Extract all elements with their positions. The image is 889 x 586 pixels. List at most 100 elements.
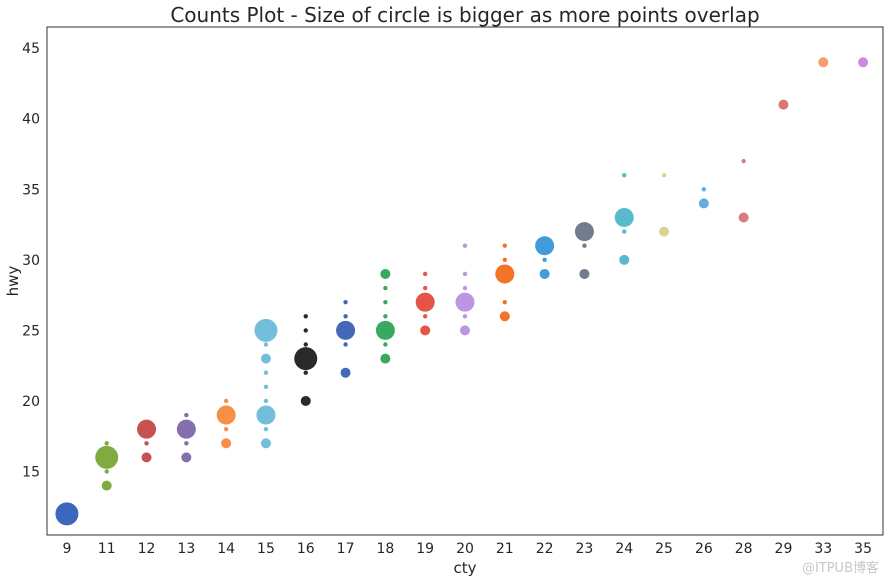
y-axis-ticks: 15 20 25 30 35 40 45: [22, 41, 40, 480]
data-point: [375, 320, 395, 340]
y-tick-label: 15: [22, 465, 40, 481]
data-point: [741, 158, 746, 164]
data-point: [300, 395, 311, 406]
data-point: [343, 342, 348, 347]
watermark: @ITPUB博客: [801, 561, 879, 576]
data-point: [495, 264, 515, 284]
x-tick-label: 26: [695, 541, 713, 557]
data-point: [614, 208, 634, 227]
data-point: [502, 299, 508, 305]
data-point: [460, 325, 470, 336]
data-point: [455, 292, 475, 312]
points-layer: [55, 57, 869, 526]
data-point: [184, 412, 189, 418]
x-tick-label: 17: [337, 541, 355, 557]
data-point: [579, 268, 590, 279]
data-point: [738, 212, 749, 223]
data-point: [55, 502, 79, 526]
data-point: [303, 370, 308, 375]
data-point: [263, 342, 269, 347]
x-tick-label: 35: [854, 541, 872, 557]
y-tick-label: 45: [22, 41, 40, 57]
data-point: [223, 398, 229, 404]
data-point: [263, 384, 269, 390]
y-tick-label: 25: [22, 323, 40, 339]
data-point: [698, 198, 709, 209]
x-tick-label: 28: [735, 541, 753, 557]
x-tick-label: 12: [138, 541, 156, 557]
data-point: [221, 438, 232, 449]
data-point: [254, 318, 278, 342]
data-point: [216, 405, 236, 425]
data-point: [415, 292, 435, 312]
data-point: [343, 314, 348, 319]
plot-frame: [46, 26, 884, 536]
data-point: [502, 243, 508, 248]
data-point: [619, 254, 630, 265]
data-point: [422, 271, 428, 277]
x-tick-label: 15: [257, 541, 275, 557]
data-point: [260, 438, 271, 449]
data-point: [303, 342, 308, 347]
y-axis-label: hwy: [4, 266, 22, 297]
data-point: [858, 57, 869, 68]
data-point: [95, 445, 119, 469]
x-tick-label: 16: [297, 541, 315, 557]
data-point: [622, 229, 627, 234]
x-tick-label: 11: [98, 541, 116, 557]
data-point: [380, 353, 391, 364]
data-point: [101, 480, 112, 491]
x-tick-label: 25: [655, 541, 673, 557]
data-point: [176, 419, 196, 439]
x-tick-label: 14: [217, 541, 235, 557]
x-tick-label: 13: [177, 541, 195, 557]
data-point: [184, 441, 189, 446]
data-point: [462, 285, 468, 291]
data-point: [462, 243, 468, 248]
data-point: [303, 314, 308, 319]
x-tick-label: 22: [536, 541, 554, 557]
data-point: [778, 99, 789, 110]
data-point: [535, 236, 555, 256]
data-point: [340, 367, 351, 378]
data-point: [659, 226, 670, 237]
data-point: [539, 268, 550, 279]
data-point: [502, 257, 508, 263]
data-point: [294, 347, 318, 371]
x-tick-label: 24: [615, 541, 633, 557]
x-axis-label: cty: [453, 559, 476, 577]
data-point: [383, 285, 388, 291]
x-tick-label: 19: [416, 541, 434, 557]
data-point: [383, 299, 388, 305]
data-point: [144, 441, 149, 446]
data-point: [303, 328, 308, 333]
y-tick-label: 20: [22, 394, 40, 410]
data-point: [818, 57, 829, 68]
data-point: [499, 311, 510, 322]
x-tick-label: 29: [775, 541, 793, 557]
data-point: [661, 172, 667, 178]
data-point: [104, 469, 109, 474]
y-tick-label: 30: [22, 253, 40, 269]
data-point: [336, 320, 356, 340]
x-axis-ticks: 9 11 12 13 14 15 16 17 18 19 20 21 22 23 24 25 26 28 29 33 3…: [62, 541, 872, 557]
data-point: [542, 257, 547, 263]
data-point: [343, 299, 348, 305]
data-point: [263, 370, 269, 375]
x-tick-label: 21: [496, 541, 514, 557]
x-tick-label: 9: [62, 541, 71, 557]
data-point: [263, 398, 269, 404]
y-tick-label: 40: [22, 112, 40, 128]
x-tick-label: 23: [576, 541, 594, 557]
data-point: [422, 285, 428, 291]
data-point: [137, 419, 157, 439]
data-point: [582, 243, 587, 248]
data-point: [181, 452, 192, 463]
data-point: [380, 268, 391, 279]
data-point: [383, 314, 388, 319]
chart-title: Counts Plot - Size of circle is bigger a…: [170, 3, 759, 27]
data-point: [462, 314, 468, 319]
x-tick-label: 20: [456, 541, 474, 557]
